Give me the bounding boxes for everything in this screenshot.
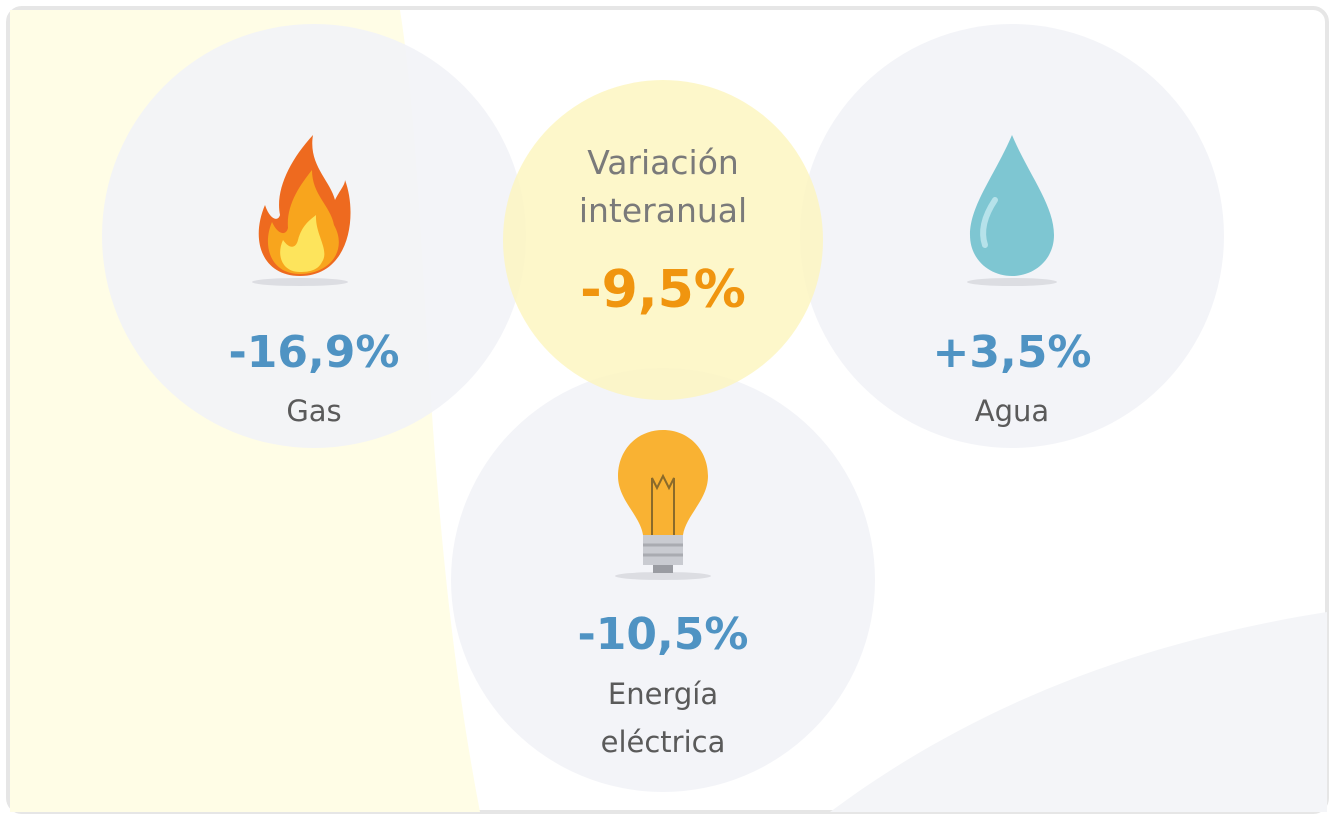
water-label: Agua [974, 394, 1050, 428]
summary-value: -9,5% [580, 260, 746, 320]
electric-value: -10,5% [577, 609, 749, 660]
gas-value: -16,9% [228, 327, 400, 378]
gas-label: Gas [286, 394, 342, 428]
drop-icon [967, 135, 1057, 286]
water-value: +3,5% [932, 327, 1092, 378]
summary-circle [503, 80, 823, 400]
flame-icon [252, 135, 351, 286]
grey-area [830, 612, 1327, 812]
electric-label: Energía eléctrica [600, 677, 726, 759]
summary-label: Variación interanual [578, 143, 748, 230]
bulb-icon [615, 430, 711, 580]
